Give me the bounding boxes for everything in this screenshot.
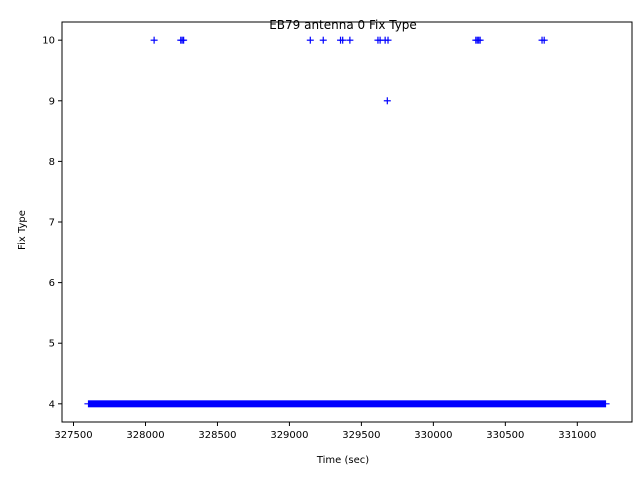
data-point	[150, 36, 158, 44]
y-tick-label: 9	[49, 96, 55, 107]
y-tick-label: 5	[49, 339, 55, 350]
x-axis-ticks: 327500 328000 328500 329000 329500 330000 3305…	[54, 422, 596, 441]
y-tick-label: 10	[42, 36, 55, 47]
data-point	[319, 36, 327, 44]
data-point	[306, 36, 314, 44]
x-tick-label: 329500	[342, 430, 380, 441]
data-point	[383, 97, 391, 105]
data-point	[476, 36, 484, 44]
x-tick-label: 327500	[54, 430, 92, 441]
y-tick-label: 8	[49, 157, 55, 168]
x-tick-label: 331000	[558, 430, 596, 441]
y-tick-label: 6	[49, 278, 55, 289]
chart-title: EB79 antenna 0 Fix Type	[269, 18, 417, 32]
x-tick-label: 329000	[270, 430, 308, 441]
data-marks	[84, 36, 610, 408]
x-axis-label: Time (sec)	[316, 455, 369, 466]
y-axis-ticks: 4 5 6 7 8 9 10	[42, 36, 62, 410]
x-tick-label: 328000	[126, 430, 164, 441]
x-tick-label: 330000	[414, 430, 452, 441]
x-tick-label: 330500	[486, 430, 524, 441]
data-point	[339, 36, 347, 44]
x-tick-label: 328500	[198, 430, 236, 441]
data-point	[180, 36, 188, 44]
data-point	[384, 36, 392, 44]
y-tick-label: 7	[49, 218, 55, 229]
y-axis-label: Fix Type	[17, 210, 28, 250]
data-point	[540, 36, 548, 44]
data-point	[346, 36, 354, 44]
y-tick-label: 4	[49, 399, 55, 410]
plot-frame	[61, 21, 633, 423]
